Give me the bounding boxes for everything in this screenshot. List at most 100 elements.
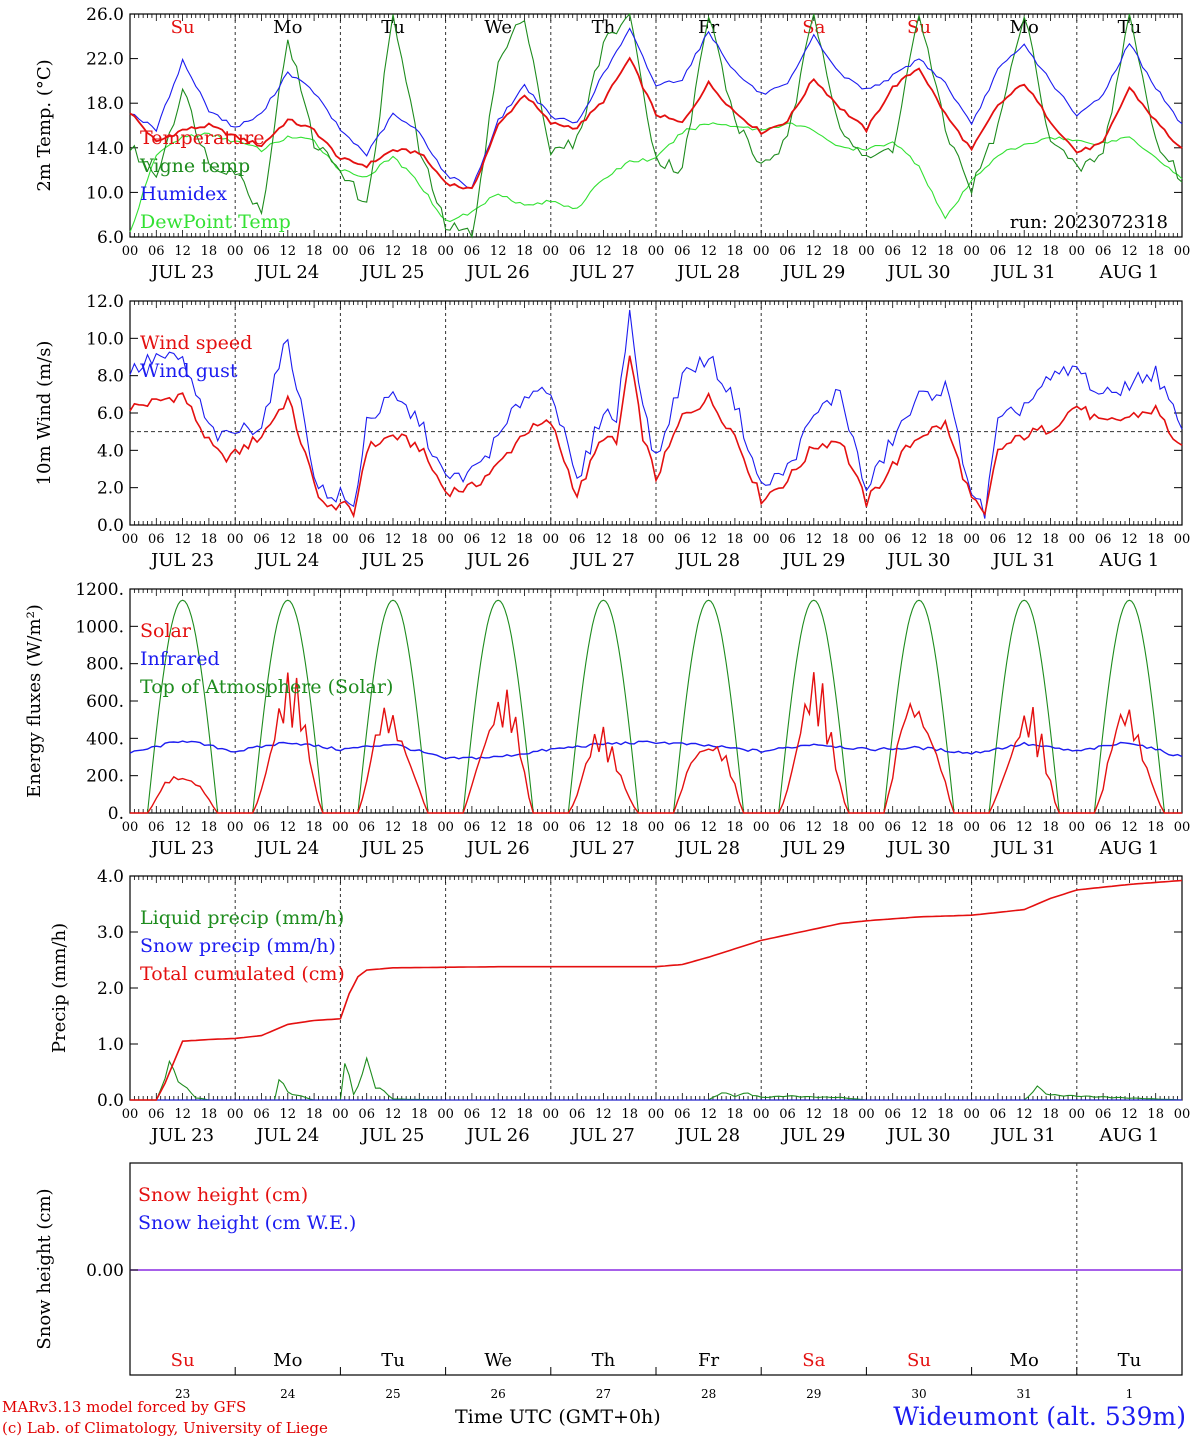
date-tick-label: JUL 27 [570, 1125, 635, 1146]
day-name-label: Su [907, 17, 931, 38]
hour-tick-label: 18 [832, 244, 849, 259]
hour-tick-label: 06 [569, 244, 586, 259]
hour-tick-label: 12 [911, 1107, 928, 1122]
y-tick-label: 800. [86, 655, 124, 675]
hour-tick-label: 18 [516, 820, 533, 835]
y-axis-label: Precip (mm/h) [49, 923, 70, 1053]
hour-tick-label: 12 [280, 820, 297, 835]
hour-tick-label: 18 [1042, 244, 1059, 259]
legend-entry-top-of-atmosphere-solar-: Top of Atmosphere (Solar) [140, 676, 393, 698]
hour-tick-label: 18 [306, 1107, 323, 1122]
hour-tick-label: 12 [700, 820, 717, 835]
hour-tick-label: 12 [595, 532, 612, 547]
day-name-label: Tu [1118, 1350, 1142, 1371]
day-name-label: Mo [1010, 1350, 1039, 1371]
hour-tick-label: 12 [911, 532, 928, 547]
hour-tick-label: 18 [306, 820, 323, 835]
date-tick-label: JUL 25 [360, 262, 425, 283]
day-number-label: 27 [596, 1387, 611, 1401]
date-tick-label: JUL 26 [465, 550, 530, 571]
hour-tick-label: 00 [122, 820, 139, 835]
hour-tick-label: 06 [674, 1107, 691, 1122]
hour-tick-label: 18 [516, 244, 533, 259]
hour-tick-label: 18 [1147, 532, 1164, 547]
hour-tick-label: 06 [253, 244, 270, 259]
date-tick-label: JUL 30 [886, 262, 951, 283]
hour-tick-label: 18 [937, 244, 954, 259]
hour-tick-label: 12 [490, 820, 507, 835]
date-tick-label: JUL 30 [886, 1125, 951, 1146]
hour-tick-label: 12 [385, 244, 402, 259]
legend-entry-wind-speed: Wind speed [140, 332, 252, 354]
hour-tick-label: 12 [1016, 244, 1033, 259]
legend-entry-dewpoint-temp: DewPoint Temp [140, 211, 291, 233]
hour-tick-label: 18 [411, 532, 428, 547]
day-name-label: Fr [698, 17, 719, 38]
day-name-label: Th [592, 1350, 616, 1371]
legend-entry-snow-precip-mm-h-: Snow precip (mm/h) [140, 935, 336, 957]
hour-tick-label: 00 [963, 244, 980, 259]
series-humidex [129, 27, 1183, 189]
hour-tick-label: 18 [411, 1107, 428, 1122]
model-credit: MARv3.13 model forced by GFS [2, 1398, 247, 1416]
y-tick-label: 18.0 [86, 94, 124, 114]
hour-tick-label: 18 [516, 1107, 533, 1122]
day-name-label: Mo [273, 17, 302, 38]
hour-tick-label: 00 [648, 1107, 665, 1122]
hour-tick-label: 06 [464, 244, 481, 259]
hour-tick-label: 18 [832, 820, 849, 835]
hour-tick-label: 12 [1121, 1107, 1138, 1122]
hour-tick-label: 00 [437, 244, 454, 259]
hour-tick-label: 12 [911, 244, 928, 259]
hour-tick-label: 00 [437, 532, 454, 547]
hour-tick-label: 00 [122, 532, 139, 547]
date-tick-label: AUG 1 [1099, 550, 1160, 571]
date-tick-label: JUL 23 [149, 262, 214, 283]
hour-tick-label: 00 [753, 532, 770, 547]
hour-tick-label: 00 [543, 532, 560, 547]
hour-tick-label: 00 [963, 820, 980, 835]
hour-tick-label: 18 [1147, 244, 1164, 259]
hour-tick-label: 18 [201, 820, 218, 835]
hour-tick-label: 12 [385, 820, 402, 835]
hour-tick-label: 06 [569, 532, 586, 547]
date-tick-label: JUL 27 [570, 550, 635, 571]
y-tick-label: 1.0 [97, 1035, 124, 1055]
hour-tick-label: 00 [122, 1107, 139, 1122]
y-axis-label: 2m Temp. (°C) [34, 59, 55, 191]
hour-tick-label: 12 [700, 532, 717, 547]
hour-tick-label: 12 [280, 244, 297, 259]
hour-tick-label: 00 [1069, 244, 1086, 259]
hour-tick-label: 18 [1042, 820, 1059, 835]
hour-tick-label: 18 [201, 244, 218, 259]
day-name-label: Tu [381, 17, 405, 38]
panel-frame [129, 300, 1183, 526]
hour-tick-label: 12 [595, 820, 612, 835]
hour-tick-label: 12 [174, 244, 191, 259]
hour-tick-label: 00 [437, 1107, 454, 1122]
legend-entry-temperature: Temperature [140, 127, 264, 149]
panel-frame [129, 13, 1183, 238]
hour-tick-label: 06 [674, 532, 691, 547]
day-number-label: 26 [491, 1387, 506, 1401]
y-tick-label: 6.0 [97, 228, 124, 248]
hour-tick-label: 00 [437, 820, 454, 835]
hour-tick-label: 06 [253, 1107, 270, 1122]
hour-tick-label: 12 [280, 532, 297, 547]
hour-tick-label: 12 [1121, 532, 1138, 547]
hour-tick-label: 18 [621, 1107, 638, 1122]
hour-tick-label: 06 [884, 1107, 901, 1122]
date-tick-label: JUL 29 [780, 262, 845, 283]
day-name-label: Tu [381, 1350, 405, 1371]
hour-tick-label: 06 [569, 820, 586, 835]
hour-tick-label: 12 [490, 244, 507, 259]
date-tick-label: JUL 24 [254, 1125, 319, 1146]
hour-tick-label: 12 [595, 1107, 612, 1122]
hour-tick-label: 00 [227, 1107, 244, 1122]
legend-entry-total-cumulated-cm-: Total cumulated (cm) [140, 963, 345, 985]
legend-entry-liquid-precip-mm-h-: Liquid precip (mm/h) [140, 907, 344, 929]
hour-tick-label: 18 [201, 532, 218, 547]
hour-tick-label: 12 [385, 532, 402, 547]
series-infrared [129, 740, 1183, 760]
